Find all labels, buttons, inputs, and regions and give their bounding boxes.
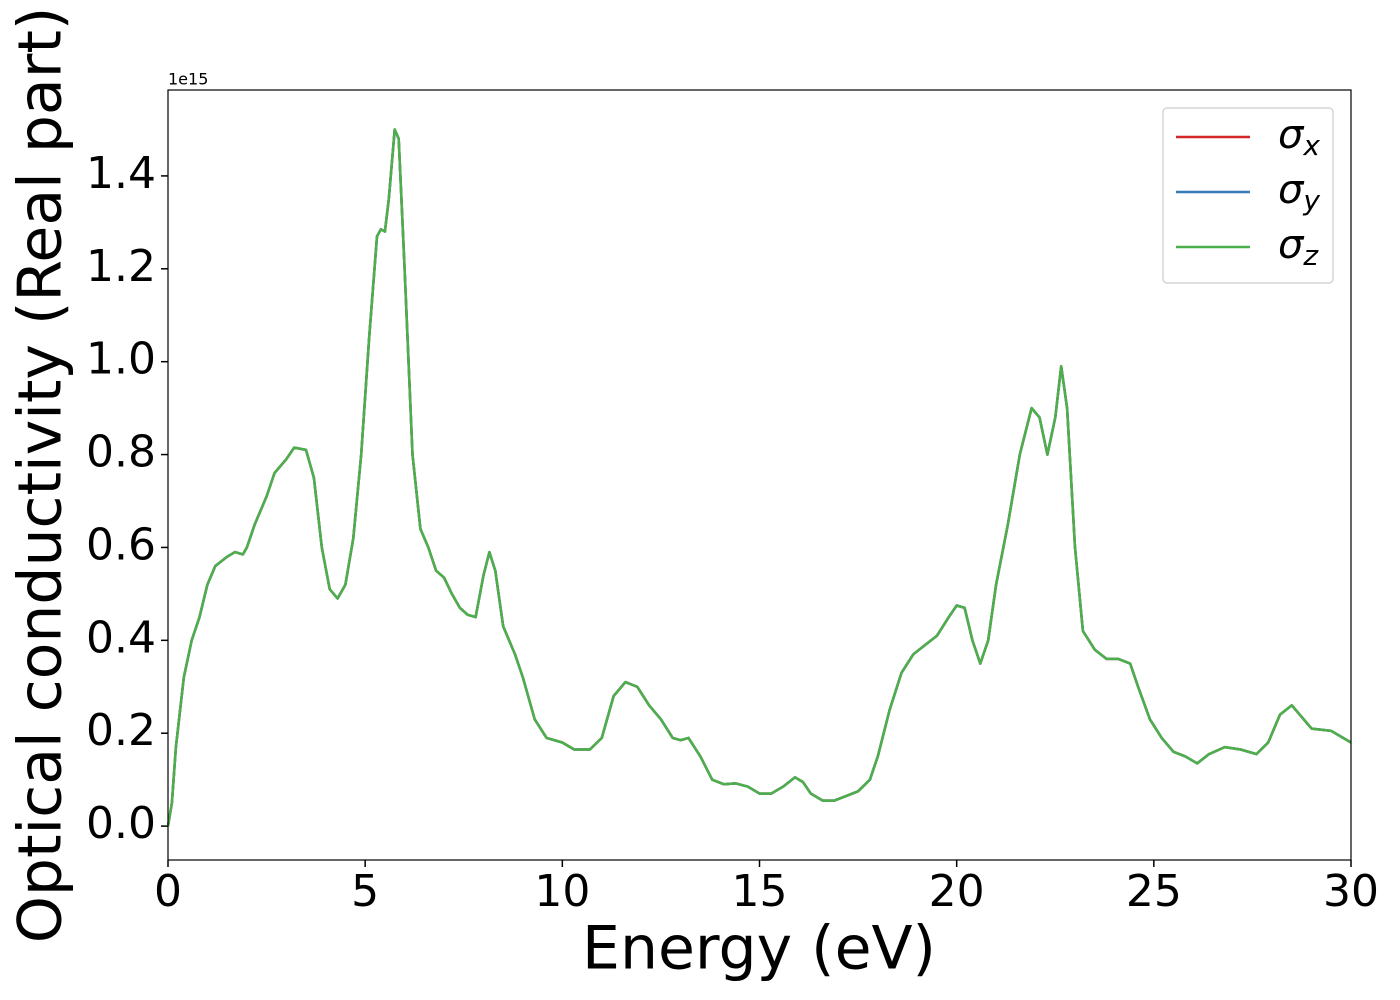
line-series xyxy=(166,128,1352,827)
y-tick-label: 0.8 xyxy=(86,427,156,478)
x-tick-label: 30 xyxy=(1323,866,1379,917)
x-tick-label: 5 xyxy=(351,866,379,917)
y-tick-label: 0.0 xyxy=(86,798,156,849)
y-axis-label: Optical conductivity (Real part) xyxy=(6,7,76,944)
x-tick-label: 0 xyxy=(154,866,182,917)
x-tick-label: 20 xyxy=(929,866,985,917)
legend-label: σx xyxy=(1278,112,1320,162)
plot-frame xyxy=(167,89,1352,861)
legend-frame xyxy=(1162,107,1334,284)
x-axis-label: Energy (eV) xyxy=(582,914,936,984)
x-tick-label: 25 xyxy=(1126,866,1182,917)
y-tick-label: 0.4 xyxy=(86,612,156,663)
offset-text: 1e15 xyxy=(168,70,208,89)
x-tick-label: 10 xyxy=(534,866,590,917)
y-tick-label: 1.0 xyxy=(86,334,156,385)
y-tick-label: 1.4 xyxy=(86,148,156,199)
y-tick-label: 0.6 xyxy=(86,519,156,570)
legend-label: σz xyxy=(1278,222,1319,272)
y-tick-label: 0.2 xyxy=(86,705,156,756)
legend-label: σy xyxy=(1278,167,1320,217)
y-tick-label: 1.2 xyxy=(86,241,156,292)
x-tick-label: 15 xyxy=(732,866,788,917)
